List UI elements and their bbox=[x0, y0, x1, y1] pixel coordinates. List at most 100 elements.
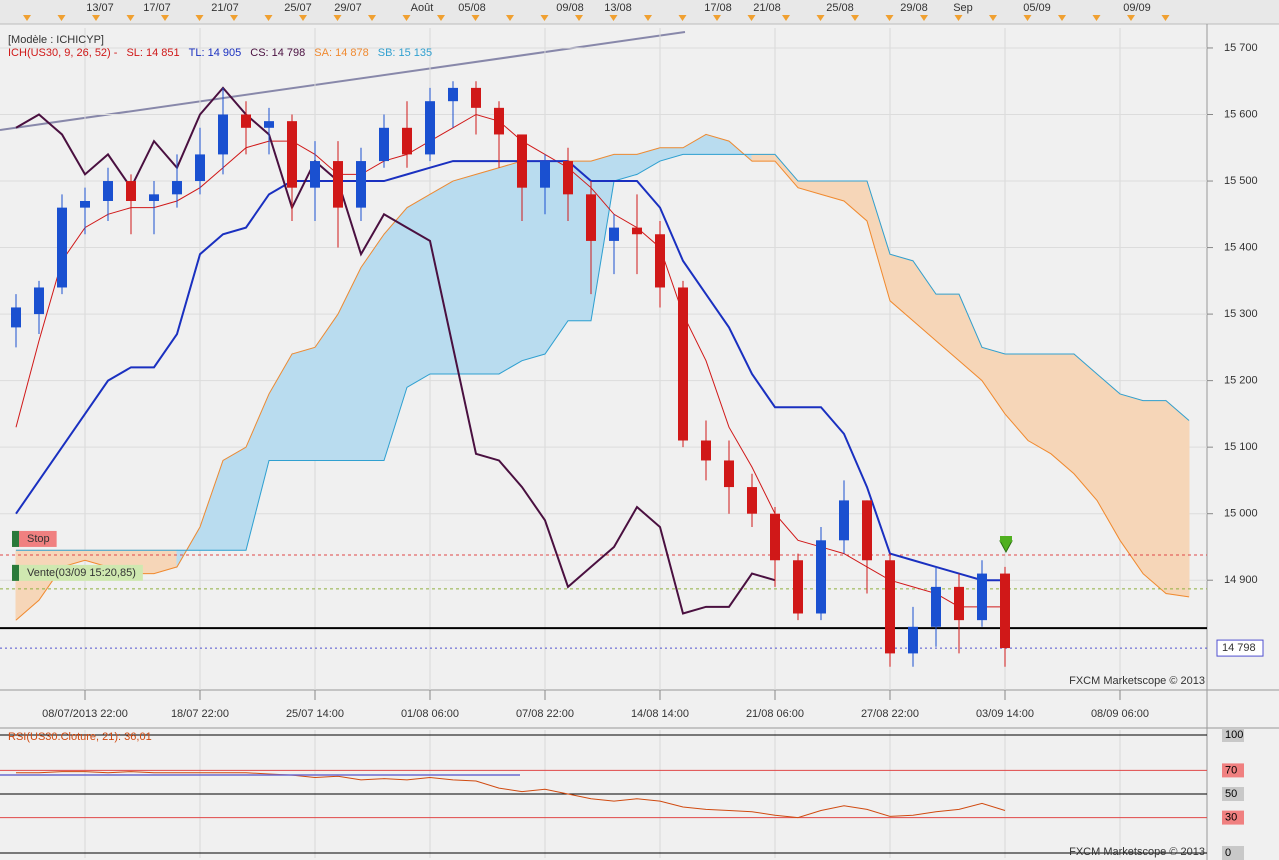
top-marker bbox=[437, 15, 445, 21]
top-marker bbox=[92, 15, 100, 21]
candle-body bbox=[425, 101, 435, 155]
candle-body bbox=[402, 127, 412, 155]
top-date-label: 21/08 bbox=[753, 2, 781, 14]
x-tick-label: 18/07 22:00 bbox=[171, 708, 229, 720]
cloud-fill bbox=[751, 153, 776, 162]
candle-body bbox=[908, 626, 918, 654]
top-marker bbox=[368, 15, 376, 21]
candle-body bbox=[126, 181, 136, 201]
candle-body bbox=[885, 560, 895, 654]
top-marker bbox=[1161, 15, 1170, 21]
rsi-tick-label: 50 bbox=[1225, 788, 1237, 800]
candle-body bbox=[793, 560, 803, 614]
candle-body bbox=[287, 121, 297, 188]
level-label-text: Vente(03/09 15:20,85) bbox=[27, 567, 136, 579]
top-marker bbox=[402, 15, 411, 21]
level-label-marker bbox=[12, 564, 19, 581]
x-tick-label: 14/08 14:00 bbox=[631, 708, 689, 720]
top-marker bbox=[1092, 15, 1101, 21]
cloud-line bbox=[15, 133, 1190, 621]
cloud-fill bbox=[1142, 400, 1167, 595]
candle-body bbox=[517, 134, 527, 188]
top-marker bbox=[299, 15, 307, 21]
candle-body bbox=[701, 440, 711, 461]
candle-body bbox=[839, 500, 849, 541]
level-label-text: Stop bbox=[27, 533, 50, 545]
top-marker bbox=[161, 15, 169, 21]
x-tick-label: 21/08 06:00 bbox=[746, 708, 804, 720]
cloud-fill bbox=[1050, 353, 1075, 475]
indicator-line bbox=[15, 160, 1005, 582]
top-date-bar bbox=[0, 0, 1279, 24]
top-marker bbox=[1023, 15, 1032, 21]
top-date-label: 21/07 bbox=[211, 2, 239, 14]
last-price-box bbox=[1216, 639, 1264, 657]
candle-body bbox=[57, 207, 67, 288]
top-marker bbox=[1058, 15, 1066, 21]
candle-body bbox=[379, 127, 389, 162]
top-marker bbox=[713, 15, 721, 21]
candle-body bbox=[931, 586, 941, 627]
level-label-marker bbox=[12, 530, 19, 547]
rsi-tick-box bbox=[1222, 787, 1244, 801]
y-tick-label: 15 400 bbox=[1224, 241, 1258, 253]
candle-body bbox=[655, 234, 665, 288]
candle-body bbox=[724, 460, 734, 488]
candle-body bbox=[149, 194, 159, 201]
top-marker bbox=[506, 15, 514, 21]
top-marker bbox=[230, 15, 238, 21]
last-price-label: 14 798 bbox=[1222, 642, 1256, 654]
top-date-label: 13/08 bbox=[604, 2, 632, 14]
top-date-label: 25/07 bbox=[284, 2, 312, 14]
candle-body bbox=[977, 573, 987, 621]
candle-body bbox=[471, 87, 481, 108]
cloud-fill bbox=[521, 160, 546, 362]
top-date-label: 09/08 bbox=[556, 2, 584, 14]
legend-entry: SL: 14 851 bbox=[126, 47, 179, 59]
candle-body bbox=[34, 287, 44, 315]
top-date-label: 09/09 bbox=[1123, 2, 1151, 14]
y-tick-label: 15 100 bbox=[1224, 441, 1258, 453]
top-marker bbox=[782, 15, 790, 21]
cloud-fill bbox=[222, 446, 247, 551]
top-marker bbox=[609, 15, 618, 21]
top-marker bbox=[816, 15, 825, 21]
signal-arrow-stem bbox=[1000, 536, 1012, 542]
cloud-fill bbox=[475, 167, 500, 375]
x-tick-label: 08/07/2013 22:00 bbox=[42, 708, 128, 720]
indicator-line bbox=[15, 86, 776, 615]
rsi-title: RSI(US30.Cloture, 21): 36,01 bbox=[8, 731, 152, 743]
legend-entry: SA: 14 878 bbox=[314, 47, 368, 59]
candle-body bbox=[241, 114, 251, 128]
legend-entry: CS: 14 798 bbox=[250, 47, 305, 59]
x-tick-label: 07/08 22:00 bbox=[516, 708, 574, 720]
rsi-tick-box bbox=[1222, 846, 1244, 860]
candle-body bbox=[632, 227, 642, 235]
rsi-tick-label: 70 bbox=[1225, 764, 1237, 776]
watermark: FXCM Marketscope © 2013 bbox=[1069, 675, 1205, 687]
top-marker bbox=[23, 15, 31, 21]
top-date-label: 29/08 bbox=[900, 2, 928, 14]
y-tick-label: 15 700 bbox=[1224, 42, 1258, 54]
watermark: FXCM Marketscope © 2013 bbox=[1069, 846, 1205, 858]
cloud-fill bbox=[1027, 353, 1052, 455]
candle-body bbox=[540, 161, 550, 188]
candle-body bbox=[770, 513, 780, 561]
rsi-tick-label: 0 bbox=[1225, 847, 1231, 859]
rsi-tick-label: 100 bbox=[1225, 729, 1243, 741]
candle-body bbox=[448, 87, 458, 102]
level-label: Stop bbox=[12, 530, 57, 547]
top-date-label: 17/08 bbox=[704, 2, 732, 14]
top-date-label: 25/08 bbox=[826, 2, 854, 14]
top-marker bbox=[575, 15, 583, 21]
candle-body bbox=[310, 161, 320, 188]
top-marker bbox=[1127, 15, 1135, 21]
top-marker bbox=[851, 15, 859, 21]
candle-body bbox=[563, 161, 573, 195]
indicator-line bbox=[15, 113, 1005, 608]
top-date-label: 05/08 bbox=[458, 2, 486, 14]
cloud-line bbox=[16, 153, 1190, 551]
y-tick-label: 15 600 bbox=[1224, 108, 1258, 120]
top-date-label: 17/07 bbox=[143, 2, 171, 14]
